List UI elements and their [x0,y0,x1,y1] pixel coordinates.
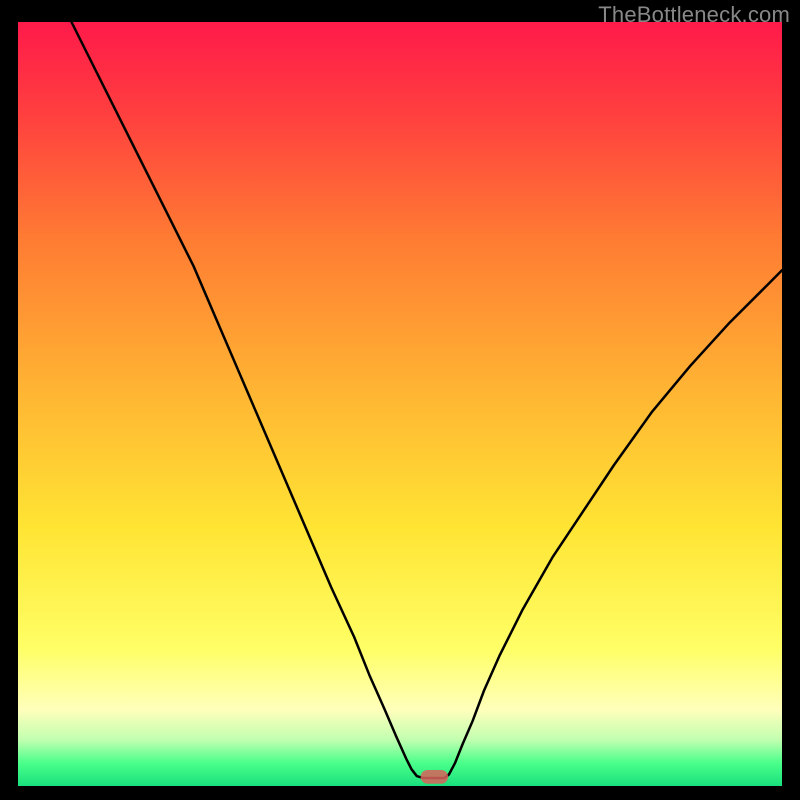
watermark-text: TheBottleneck.com [598,2,790,28]
optimal-marker [421,770,449,784]
chart-stage: TheBottleneck.com [0,0,800,800]
bottleneck-chart [0,0,800,800]
chart-background [18,22,782,786]
